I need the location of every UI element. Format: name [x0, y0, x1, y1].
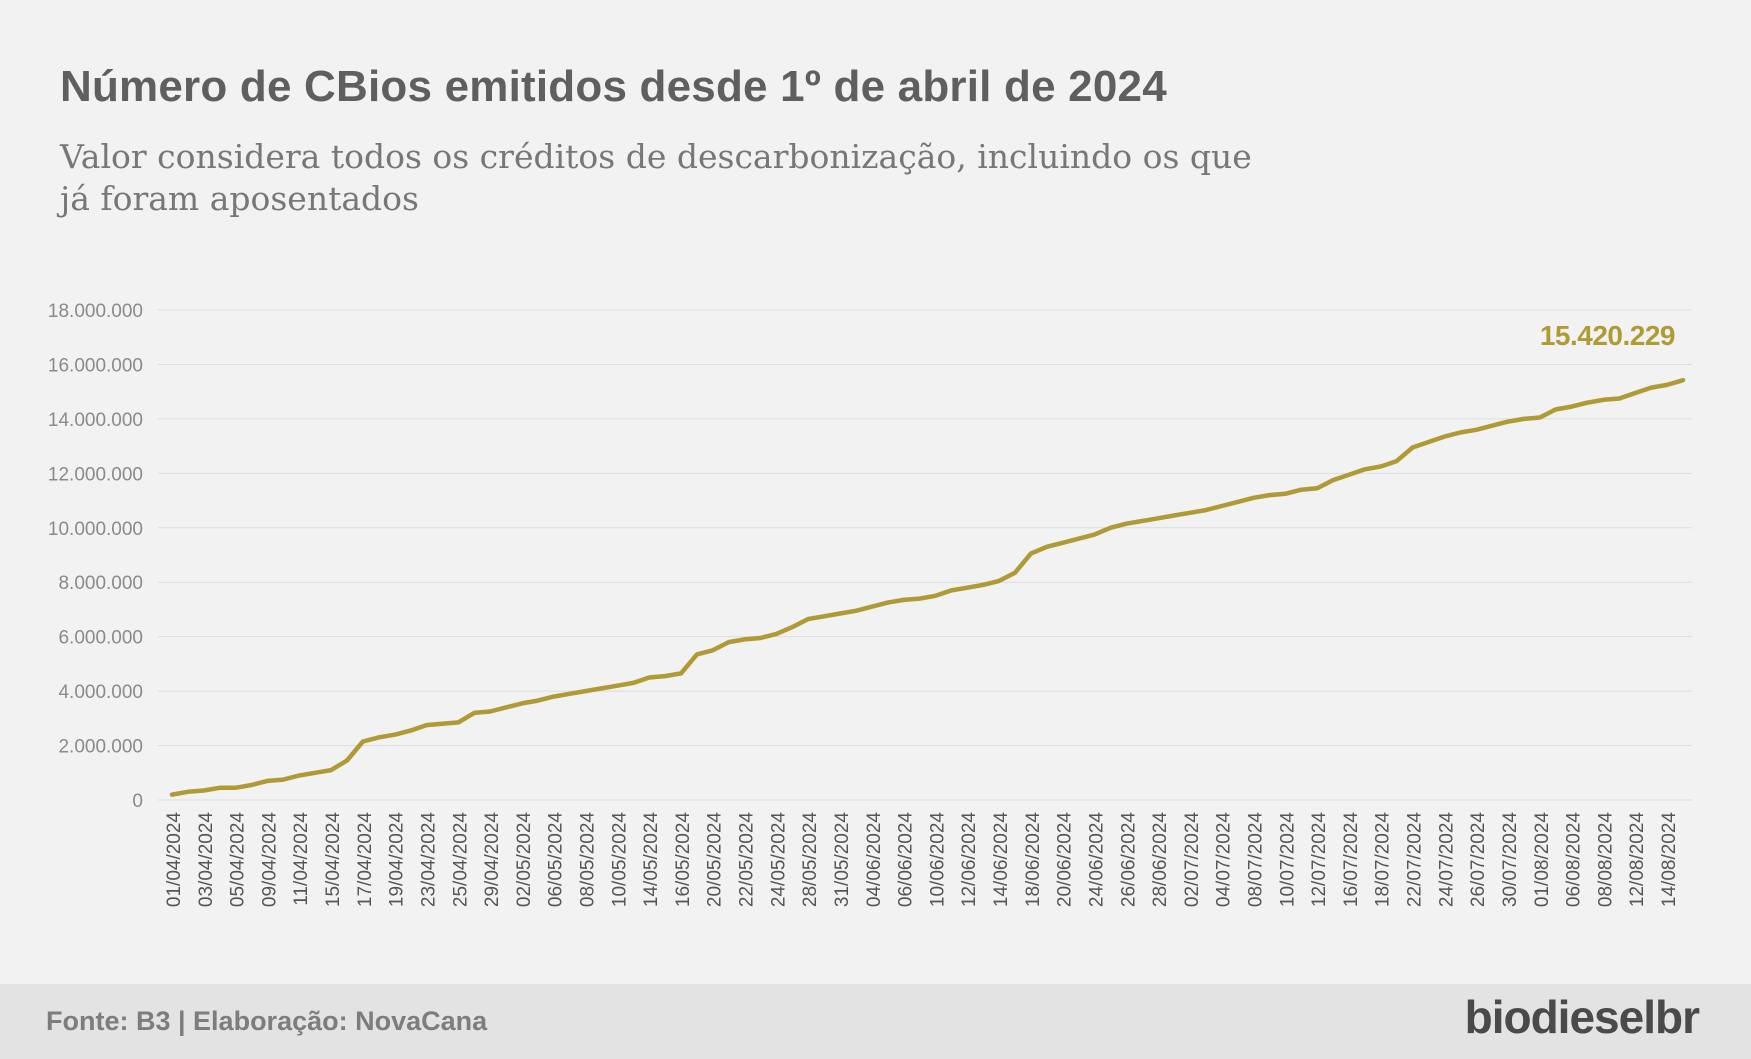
y-tick-label: 2.000.000: [58, 737, 143, 758]
x-tick-label: 01/08/2024: [1532, 812, 1553, 908]
y-tick-label: 0: [132, 791, 143, 812]
y-tick-label: 6.000.000: [58, 628, 143, 649]
x-tick-label: 12/07/2024: [1309, 812, 1330, 908]
x-tick-label: 10/05/2024: [609, 812, 630, 908]
y-axis: 0 2.000.000 4.000.000 6.000.000 8.000.000 10.…: [48, 301, 143, 812]
x-tick-label: 04/07/2024: [1214, 812, 1235, 908]
x-tick-label: 08/08/2024: [1595, 812, 1616, 908]
x-tick-label: 14/05/2024: [641, 812, 662, 908]
x-tick-label: 08/07/2024: [1245, 812, 1266, 908]
source-note: Fonte: B3 | Elaboração: NovaCana: [46, 1006, 488, 1036]
x-tick-label: 29/04/2024: [482, 812, 503, 908]
x-tick-label: 30/07/2024: [1500, 812, 1521, 908]
x-tick-label: 12/06/2024: [959, 812, 980, 908]
x-tick-label: 14/08/2024: [1659, 812, 1680, 908]
x-tick-label: 04/06/2024: [864, 812, 885, 908]
y-tick-label: 8.000.000: [58, 573, 143, 594]
x-tick-label: 28/06/2024: [1150, 812, 1171, 908]
y-tick-label: 14.000.000: [48, 410, 143, 431]
x-tick-label: 24/05/2024: [768, 812, 789, 908]
x-tick-label: 16/07/2024: [1341, 812, 1362, 908]
chart-title: Número de CBios emitidos desde 1º de abr…: [60, 62, 1167, 111]
y-tick-label: 4.000.000: [58, 682, 143, 703]
x-tick-label: 09/04/2024: [259, 812, 280, 908]
x-tick-label: 06/08/2024: [1564, 812, 1585, 908]
x-tick-label: 12/08/2024: [1627, 812, 1648, 908]
x-tick-label: 16/05/2024: [673, 812, 694, 908]
x-tick-label: 01/04/2024: [164, 812, 185, 908]
x-tick-label: 23/04/2024: [418, 812, 439, 908]
x-tick-label: 03/04/2024: [196, 812, 217, 908]
y-tick-label: 10.000.000: [48, 519, 143, 540]
chart-subtitle: Valor considera todos os créditos de des…: [60, 137, 1252, 218]
x-tick-label: 19/04/2024: [387, 812, 408, 908]
x-tick-label: 11/04/2024: [291, 812, 312, 906]
x-tick-label: 24/07/2024: [1436, 812, 1457, 908]
x-tick-label: 02/07/2024: [1182, 812, 1203, 908]
x-tick-label: 05/04/2024: [228, 812, 249, 908]
x-tick-label: 26/06/2024: [1118, 812, 1139, 908]
y-tick-label: 12.000.000: [48, 464, 143, 485]
x-tick-label: 08/05/2024: [578, 812, 599, 908]
line-chart: 0 2.000.000 4.000.000 6.000.000 8.000.000 10.…: [48, 301, 1692, 908]
x-tick-label: 10/06/2024: [927, 812, 948, 908]
brand-logo: biodieselbr: [1464, 991, 1700, 1043]
x-tick-label: 18/07/2024: [1373, 812, 1394, 908]
x-tick-label: 31/05/2024: [832, 812, 853, 908]
x-tick-label: 14/06/2024: [991, 812, 1012, 908]
footer: Fonte: B3 | Elaboração: NovaCana biodies…: [0, 984, 1751, 1059]
x-tick-label: 22/07/2024: [1405, 812, 1426, 908]
x-tick-label: 06/05/2024: [546, 812, 567, 908]
x-tick-label: 18/06/2024: [1023, 812, 1044, 908]
x-tick-label: 25/04/2024: [450, 812, 471, 908]
x-tick-label: 15/04/2024: [323, 812, 344, 908]
x-tick-label: 22/05/2024: [737, 812, 758, 908]
x-tick-label: 24/06/2024: [1086, 812, 1107, 908]
y-tick-label: 16.000.000: [48, 355, 143, 376]
x-tick-label: 28/05/2024: [800, 812, 821, 908]
x-tick-label: 10/07/2024: [1277, 812, 1298, 908]
x-tick-label: 06/06/2024: [896, 812, 917, 908]
x-axis: 01/04/2024 03/04/2024 05/04/2024 09/04/2024…: [164, 812, 1680, 908]
x-tick-label: 20/05/2024: [705, 812, 726, 908]
end-value-label: 15.420.229: [1540, 320, 1675, 351]
y-tick-label: 18.000.000: [48, 301, 143, 322]
gridlines: [158, 309, 1692, 801]
x-tick-label: 20/06/2024: [1055, 812, 1076, 908]
series-line: [169, 377, 1686, 797]
x-tick-label: 26/07/2024: [1468, 812, 1489, 908]
x-tick-label: 02/05/2024: [514, 812, 535, 908]
x-tick-label: 17/04/2024: [355, 812, 376, 908]
